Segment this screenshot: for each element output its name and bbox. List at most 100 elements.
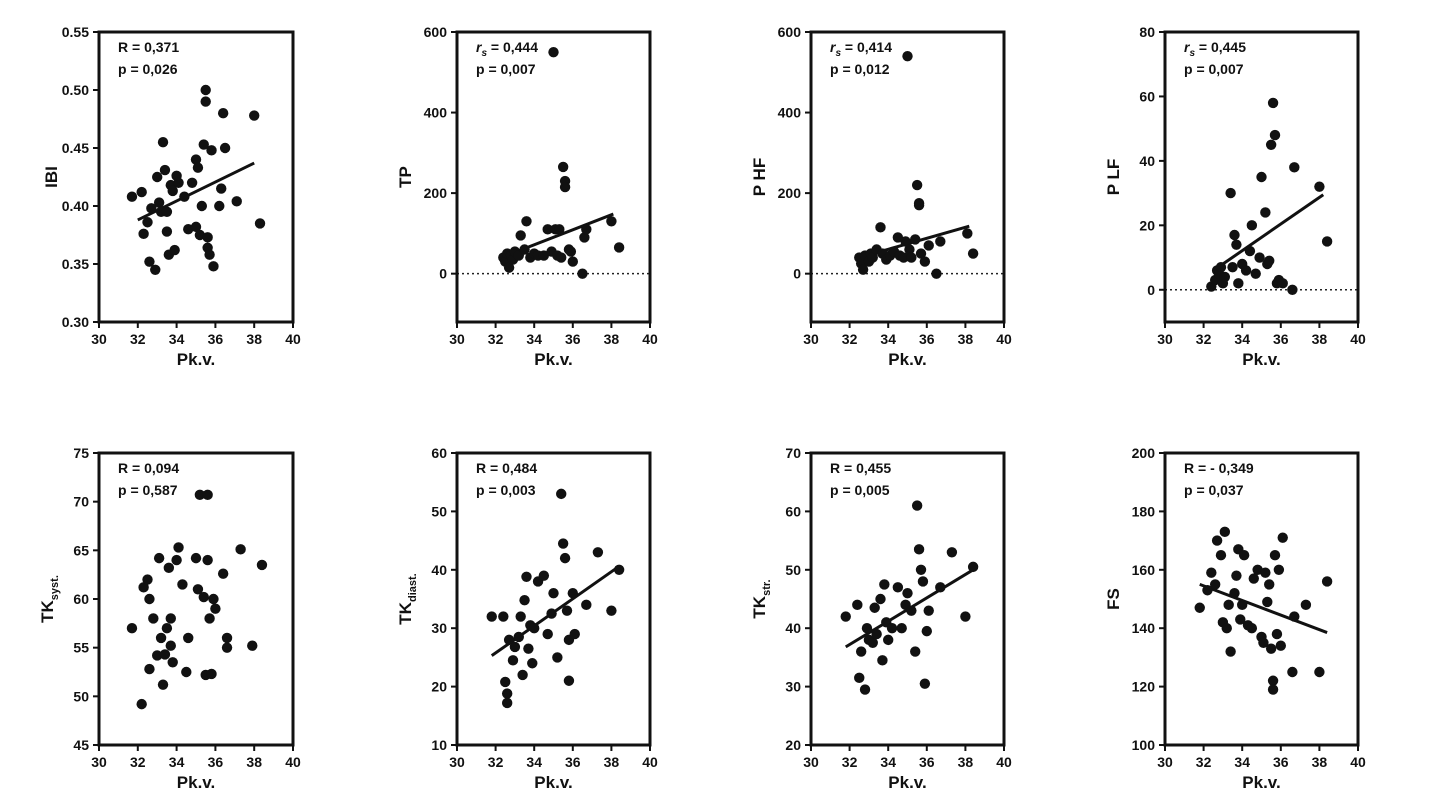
data-point	[1271, 628, 1283, 640]
chart-8: 30 32 34 36 38 40 100 120 140 160 180 200 Pk.v. FS R =…	[1104, 445, 1366, 792]
y-axis-label: TP	[396, 166, 415, 188]
x-tick-label: 32	[1196, 754, 1212, 770]
y-tick-label: 80	[1139, 24, 1155, 40]
data-point	[606, 216, 617, 227]
data-point	[1287, 666, 1298, 678]
data-point	[581, 599, 592, 611]
data-point	[503, 634, 515, 646]
data-point	[204, 249, 215, 260]
data-point	[509, 641, 521, 653]
data-point	[557, 161, 569, 173]
data-point	[871, 628, 882, 640]
data-point	[136, 698, 147, 710]
stat-p-value: p = 0,007	[476, 61, 536, 77]
x-tick-label: 38	[246, 331, 262, 347]
stat-value: = 0,444	[487, 39, 538, 55]
data-point	[1194, 602, 1205, 613]
x-tick-label: 32	[130, 754, 146, 770]
data-point	[194, 489, 206, 501]
x-tick-label: 34	[1234, 331, 1250, 347]
data-point	[892, 232, 904, 243]
data-point	[1246, 220, 1258, 231]
x-axis-label: Pk.v.	[1242, 350, 1280, 369]
data-point	[1289, 611, 1300, 622]
data-point	[931, 268, 942, 279]
data-point	[898, 252, 909, 263]
plot-frame	[455, 451, 652, 747]
x-tick-label: 34	[880, 754, 896, 770]
data-point	[486, 611, 497, 622]
stat-symbol: r	[476, 39, 483, 55]
data-point	[159, 164, 171, 176]
x-tick-label: 30	[91, 331, 107, 347]
data-point	[157, 137, 169, 148]
x-tick-label: 30	[91, 754, 107, 770]
data-point	[1215, 550, 1227, 561]
data-point	[179, 191, 190, 202]
y-tick-label: 50	[73, 688, 89, 704]
x-tick-label: 30	[1157, 754, 1173, 770]
y-axis-label-main: P LF	[1104, 159, 1123, 196]
data-point	[904, 244, 915, 255]
data-point	[198, 591, 209, 603]
data-point	[249, 110, 260, 121]
data-point	[557, 538, 569, 549]
data-point	[859, 684, 871, 695]
data-point	[854, 672, 865, 684]
data-point	[1206, 567, 1217, 578]
data-point	[181, 666, 192, 678]
y-tick-label: 70	[785, 445, 801, 461]
data-point	[523, 643, 534, 654]
x-tick-label: 38	[958, 331, 974, 347]
data-point	[165, 640, 176, 651]
stat-coefficient: rs = 0,444	[476, 39, 538, 59]
data-point	[216, 183, 227, 194]
data-point	[1231, 570, 1242, 581]
x-tick-label: 30	[803, 331, 819, 347]
x-tick-label: 40	[996, 754, 1012, 770]
data-point	[148, 613, 159, 624]
data-point	[217, 108, 229, 119]
data-point	[1235, 614, 1246, 625]
x-tick-label: 40	[642, 331, 658, 347]
y-tick-label: 75	[73, 445, 89, 461]
data-point	[161, 206, 173, 217]
data-point	[875, 593, 886, 605]
data-point	[161, 623, 173, 634]
plot-frame	[455, 30, 652, 324]
data-point	[1277, 532, 1288, 543]
data-point	[923, 240, 934, 251]
y-tick-label: 200	[778, 185, 802, 201]
data-point	[1277, 278, 1288, 289]
stat-coefficient: R = 0,455	[830, 460, 891, 476]
x-axis-label: Pk.v.	[888, 773, 926, 792]
data-point	[1300, 599, 1312, 611]
stat-coefficient: R = - 0,349	[1184, 460, 1254, 476]
x-tick-label: 36	[919, 331, 935, 347]
data-point	[960, 611, 971, 622]
data-point	[561, 605, 573, 616]
data-point	[919, 678, 931, 689]
x-tick-label: 32	[842, 331, 858, 347]
data-point	[247, 640, 258, 651]
data-point	[190, 154, 202, 165]
data-point	[256, 559, 268, 571]
y-tick-label: 0	[793, 266, 801, 282]
x-tick-label: 30	[1157, 331, 1173, 347]
y-tick-label: 100	[1132, 737, 1156, 753]
data-point	[183, 632, 194, 644]
y-tick-label: 400	[424, 105, 448, 121]
data-point	[538, 250, 550, 261]
data-point	[153, 197, 165, 208]
x-tick-label: 32	[842, 754, 858, 770]
x-tick-label: 36	[1273, 754, 1289, 770]
x-tick-label: 32	[130, 331, 146, 347]
data-point	[896, 623, 907, 634]
data-point	[1223, 599, 1234, 611]
x-tick-label: 40	[642, 754, 658, 770]
y-tick-label: 30	[431, 620, 447, 636]
x-tick-label: 34	[880, 331, 896, 347]
data-point	[1262, 596, 1273, 608]
